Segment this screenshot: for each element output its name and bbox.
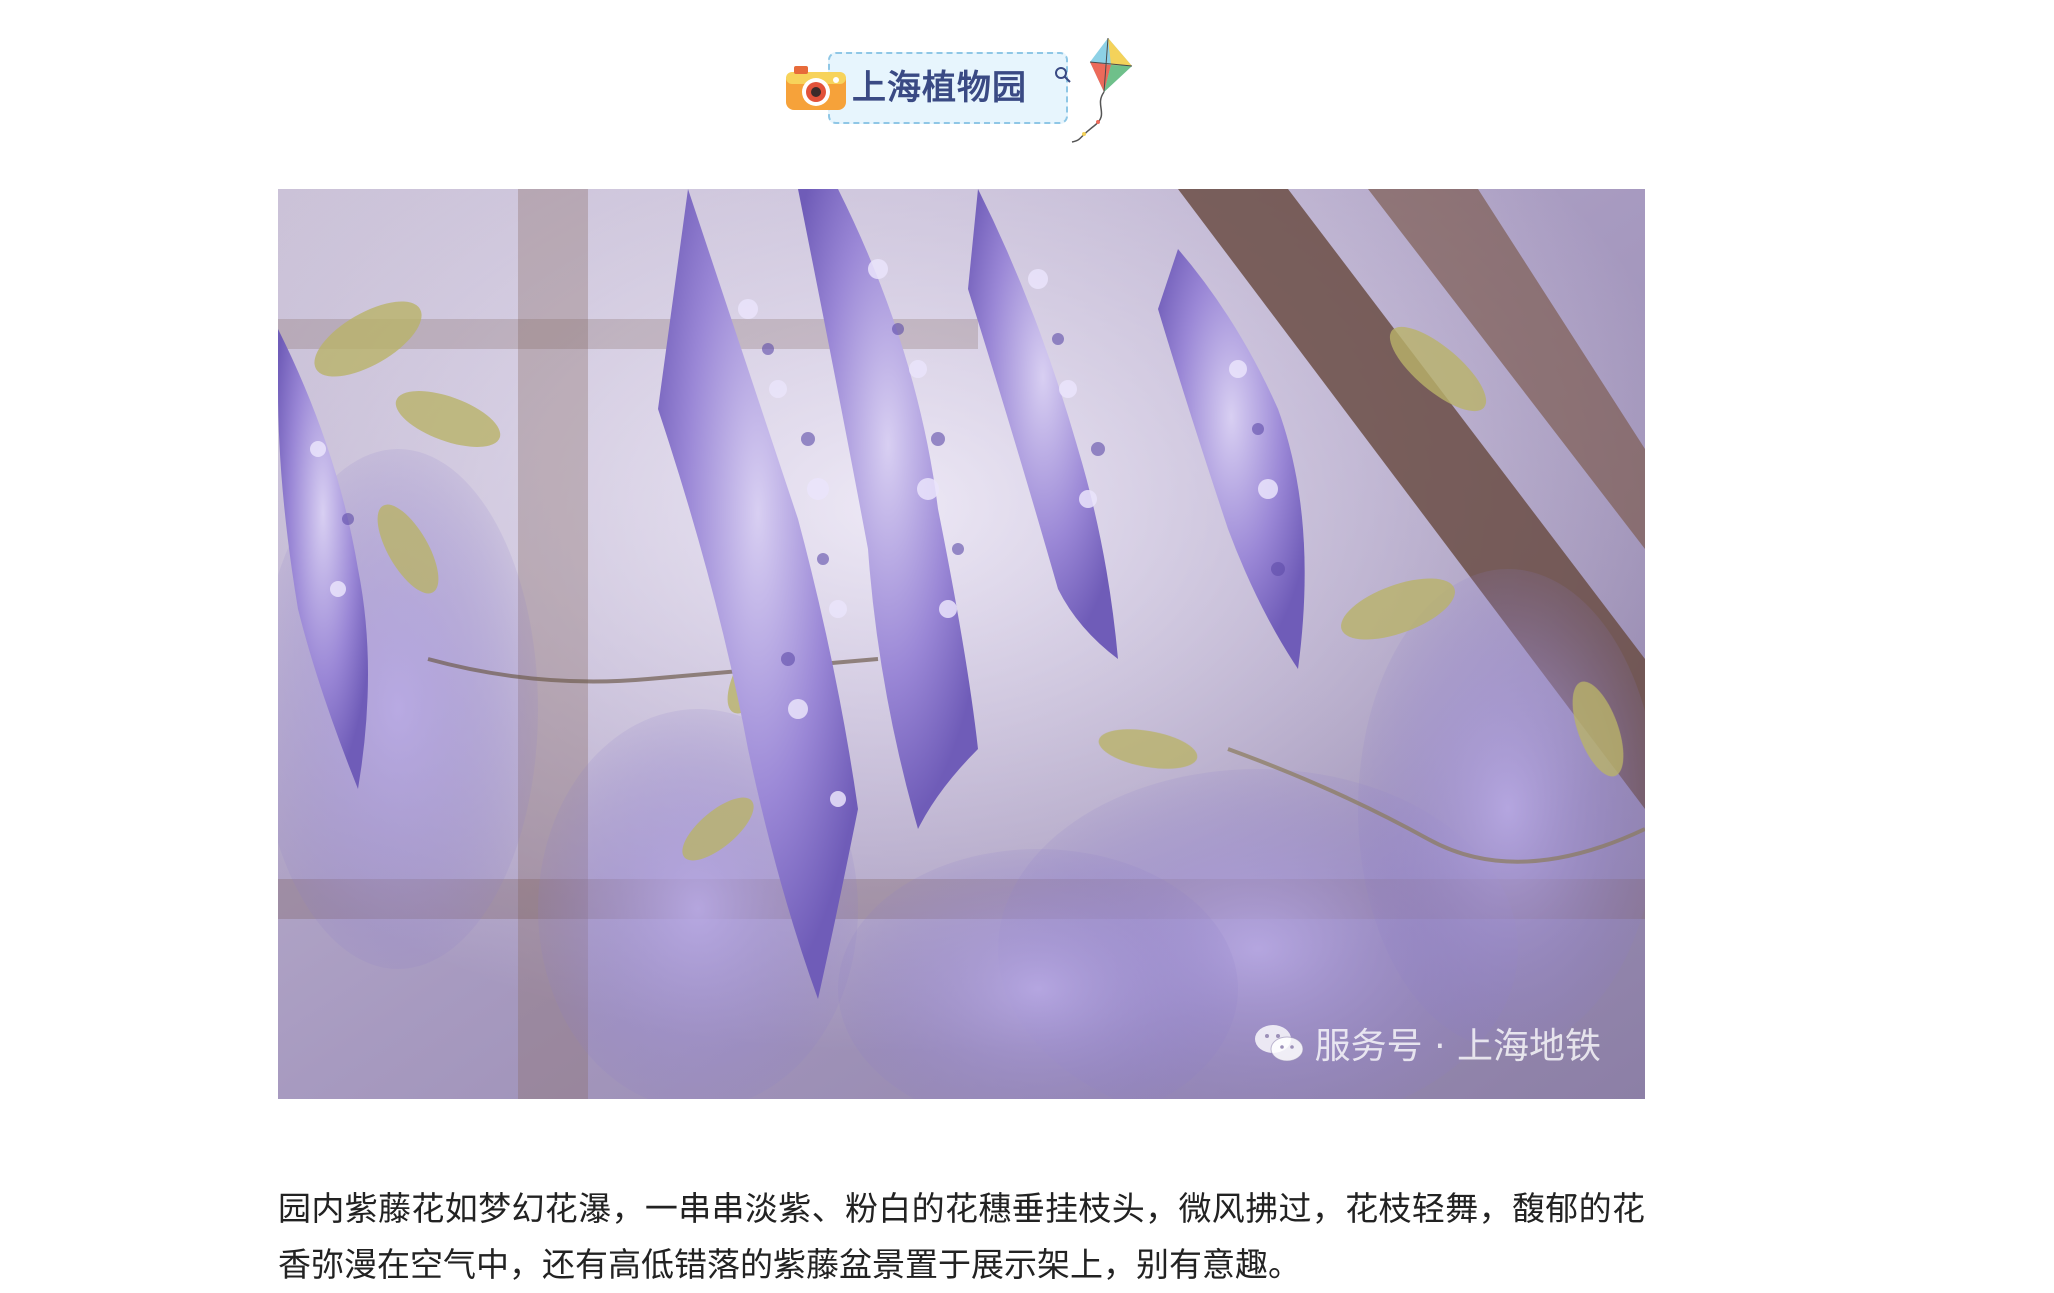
search-icon (1055, 67, 1071, 83)
title-pill: 上海植物园 (828, 52, 1068, 124)
watermark: 服务号 · 上海地铁 (1253, 1017, 1601, 1069)
camera-icon (786, 66, 846, 110)
wisteria-flowers-photo: 服务号 · 上海地铁 (278, 189, 1645, 1099)
badge-title: 上海植物园 (852, 68, 1027, 108)
section-title-badge: 上海植物园 (778, 36, 1138, 146)
kite-icon (1071, 37, 1133, 143)
photo-caption: 园内紫藤花如梦幻花瀑，一串串淡紫、粉白的花穗垂挂枝头，微风拂过，花枝轻舞，馥郁的… (278, 1189, 1645, 1284)
wechat-icon (1254, 1025, 1304, 1062)
watermark-text: 服务号 · 上海地铁 (1314, 1026, 1601, 1067)
wisteria-illustration (278, 189, 1645, 1099)
